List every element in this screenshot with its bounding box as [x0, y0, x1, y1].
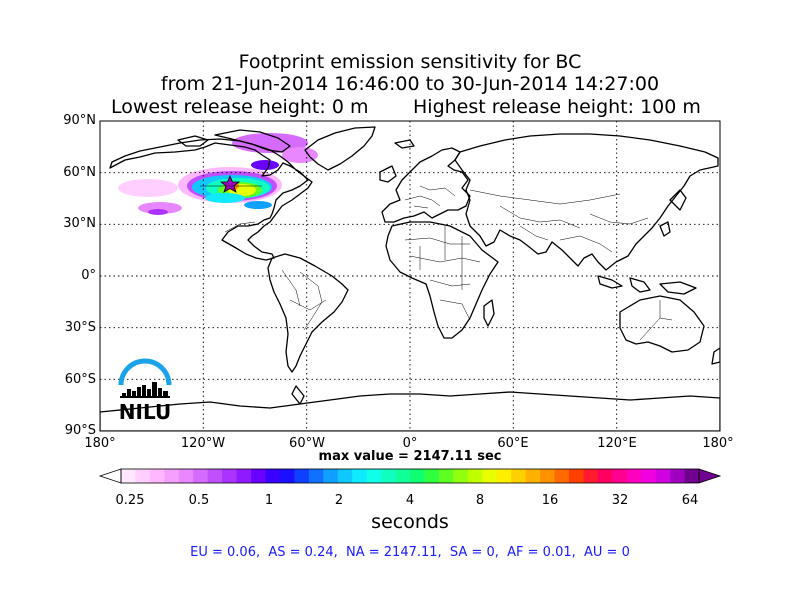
- colorbar-swatch: [554, 469, 570, 483]
- colorbar-swatch: [568, 469, 584, 483]
- lon-label-180e: 180°: [702, 436, 734, 451]
- colorbar-swatch: [410, 469, 425, 483]
- colorbar-tick-label: 64: [681, 493, 699, 508]
- lat-label-90s: 90°S: [64, 423, 96, 438]
- title-line-2: from 21-Jun-2014 16:46:00 to 30-Jun-2014…: [160, 73, 660, 95]
- colorbar-swatch: [366, 469, 382, 483]
- colorbar-tick-label: 2: [334, 493, 344, 508]
- country-borders: [200, 185, 673, 341]
- colorbar-swatch: [655, 469, 671, 483]
- colorbar-swatch: [308, 469, 324, 483]
- colorbar-swatch: [337, 469, 353, 483]
- colorbar-high-arrow: [698, 468, 722, 484]
- colorbar-swatch: [540, 469, 555, 483]
- colorbar-tick-label: 8: [475, 493, 485, 508]
- colorbar-swatch: [453, 469, 469, 483]
- colorbar-tick-label: 32: [611, 493, 629, 508]
- colorbar-tick-label: 0.25: [115, 493, 145, 508]
- colorbar-swatch: [496, 469, 512, 483]
- lat-label-30s: 30°S: [64, 320, 96, 335]
- colorbar-tick-label: 0.5: [188, 493, 210, 508]
- lat-label-30n: 30°N: [63, 216, 96, 231]
- colorbar-tick-label: 1: [264, 493, 274, 508]
- lon-label-60w: 60°W: [289, 436, 325, 451]
- colorbar-swatch: [121, 469, 136, 483]
- colorbar-tick-label: 16: [541, 493, 559, 508]
- region-summary: EU = 0.06, AS = 0.24, NA = 2147.11, SA =…: [190, 545, 630, 560]
- lon-label-120e: 120°E: [597, 436, 637, 451]
- colorbar-swatch: [135, 469, 151, 483]
- lat-label-60s: 60°S: [64, 372, 96, 387]
- lon-label-120w: 120°W: [180, 436, 226, 451]
- colorbar-swatch: [626, 469, 642, 483]
- lon-label-0: 0°: [402, 436, 418, 451]
- colorbar-swatch: [323, 469, 339, 483]
- colorbar-swatch: [597, 469, 613, 483]
- highest-release-height: Highest release height: 100 m: [413, 96, 701, 118]
- colorbar-swatch: [670, 469, 685, 483]
- colorbar-swatch: [612, 469, 628, 483]
- colorbar-frame: [120, 468, 700, 484]
- lowest-release-height: Lowest release height: 0 m: [111, 96, 369, 118]
- colorbar-swatch: [178, 469, 194, 483]
- lon-label-180w: 180°: [84, 436, 116, 451]
- colorbar-swatch: [482, 469, 498, 483]
- colorbar-swatch: [279, 469, 295, 483]
- colorbar-low-arrow: [98, 468, 122, 484]
- colorbar-swatch: [193, 469, 209, 483]
- colorbar-swatch: [164, 469, 180, 483]
- colorbar-swatch: [467, 469, 483, 483]
- world-map: [100, 121, 720, 431]
- colorbar-swatch: [525, 469, 541, 483]
- lon-label-60e: 60°E: [497, 436, 529, 451]
- map-frame: [99, 120, 721, 432]
- colorbar-swatch: [511, 469, 526, 483]
- title-line-1: Footprint emission sensitivity for BC: [238, 51, 582, 73]
- colorbar-swatch: [236, 469, 252, 483]
- colorbar-units-label: seconds: [371, 511, 449, 533]
- colorbar-swatch: [294, 469, 310, 483]
- nilu-logo: NILU: [118, 358, 172, 424]
- colorbar-swatch: [149, 469, 165, 483]
- colorbar-swatch: [207, 469, 223, 483]
- lat-label-90n: 90°N: [63, 113, 96, 128]
- colorbar-swatch: [641, 469, 657, 483]
- lat-label-0: 0°: [81, 268, 96, 283]
- colorbar: [121, 469, 700, 483]
- colorbar-swatch: [265, 469, 281, 483]
- coastlines: [100, 126, 720, 431]
- colorbar-tick-label: 4: [405, 493, 415, 508]
- colorbar-swatch: [424, 469, 440, 483]
- colorbar-swatch: [684, 469, 700, 483]
- colorbar-swatch: [222, 469, 237, 483]
- colorbar-swatch: [395, 469, 411, 483]
- max-value-label: max value = 2147.11 sec: [318, 449, 502, 464]
- colorbar-swatch: [583, 469, 599, 483]
- release-location-star: [219, 174, 241, 193]
- colorbar-swatch: [352, 469, 368, 483]
- colorbar-swatch: [381, 469, 396, 483]
- colorbar-swatch: [251, 469, 266, 483]
- lat-label-60n: 60°N: [63, 165, 96, 180]
- colorbar-swatch: [438, 469, 454, 483]
- nilu-logo-text: NILU: [119, 400, 171, 424]
